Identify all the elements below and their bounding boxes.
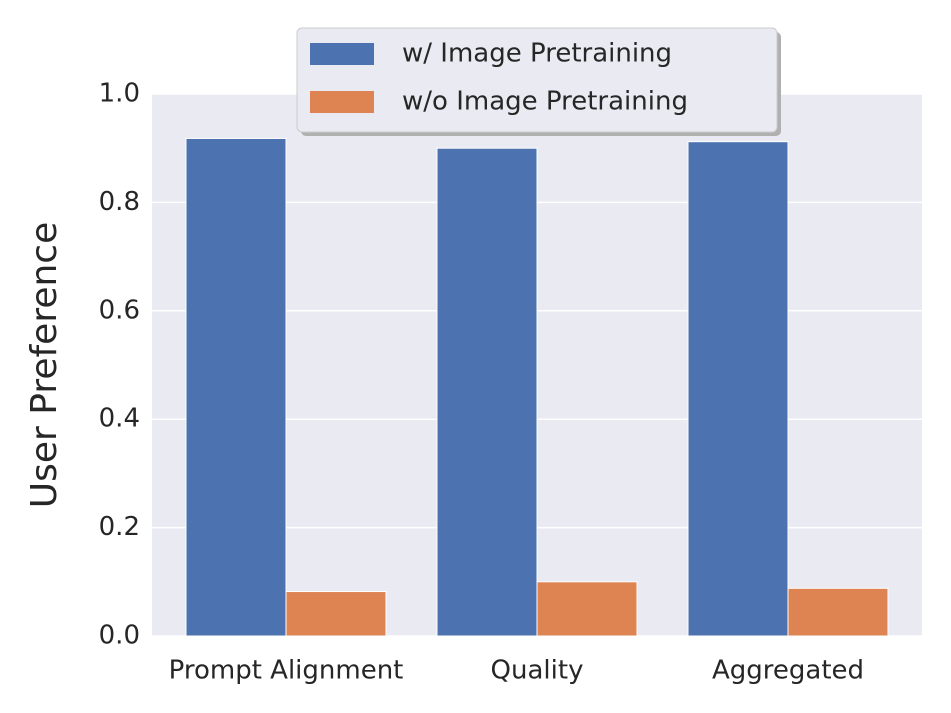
legend-swatch [310, 43, 374, 65]
legend-box [296, 27, 778, 133]
bar [787, 587, 889, 637]
y-tick-label: 1.0 [99, 79, 140, 109]
x-tick-label: Quality [491, 656, 584, 686]
labels: 0.0 0.2 0.4 0.6 0.8 1.0 Prompt Alignment Qualit… [99, 79, 864, 686]
legend-swatch [310, 91, 374, 113]
legend-label: w/ Image Pretraining [402, 39, 672, 69]
bar [436, 147, 538, 637]
y-tick-label: 0.0 [99, 621, 140, 651]
bar [285, 591, 387, 637]
y-tick-label: 0.4 [99, 404, 140, 434]
bar [536, 581, 638, 637]
y-axis-label: User Preference [24, 222, 65, 508]
x-tick-label: Prompt Alignment [169, 656, 404, 686]
y-tick-label: 0.8 [99, 187, 140, 217]
legend-label: w/o Image Pretraining [402, 87, 688, 117]
legend: w/ Image Pretraining w/o Image Pretrainin… [296, 27, 781, 136]
y-tick-label: 0.2 [99, 512, 140, 542]
bars [185, 137, 889, 637]
bar [687, 141, 789, 637]
x-tick-label: Aggregated [712, 656, 864, 686]
y-tick-label: 0.6 [99, 295, 140, 325]
bar [185, 137, 287, 637]
